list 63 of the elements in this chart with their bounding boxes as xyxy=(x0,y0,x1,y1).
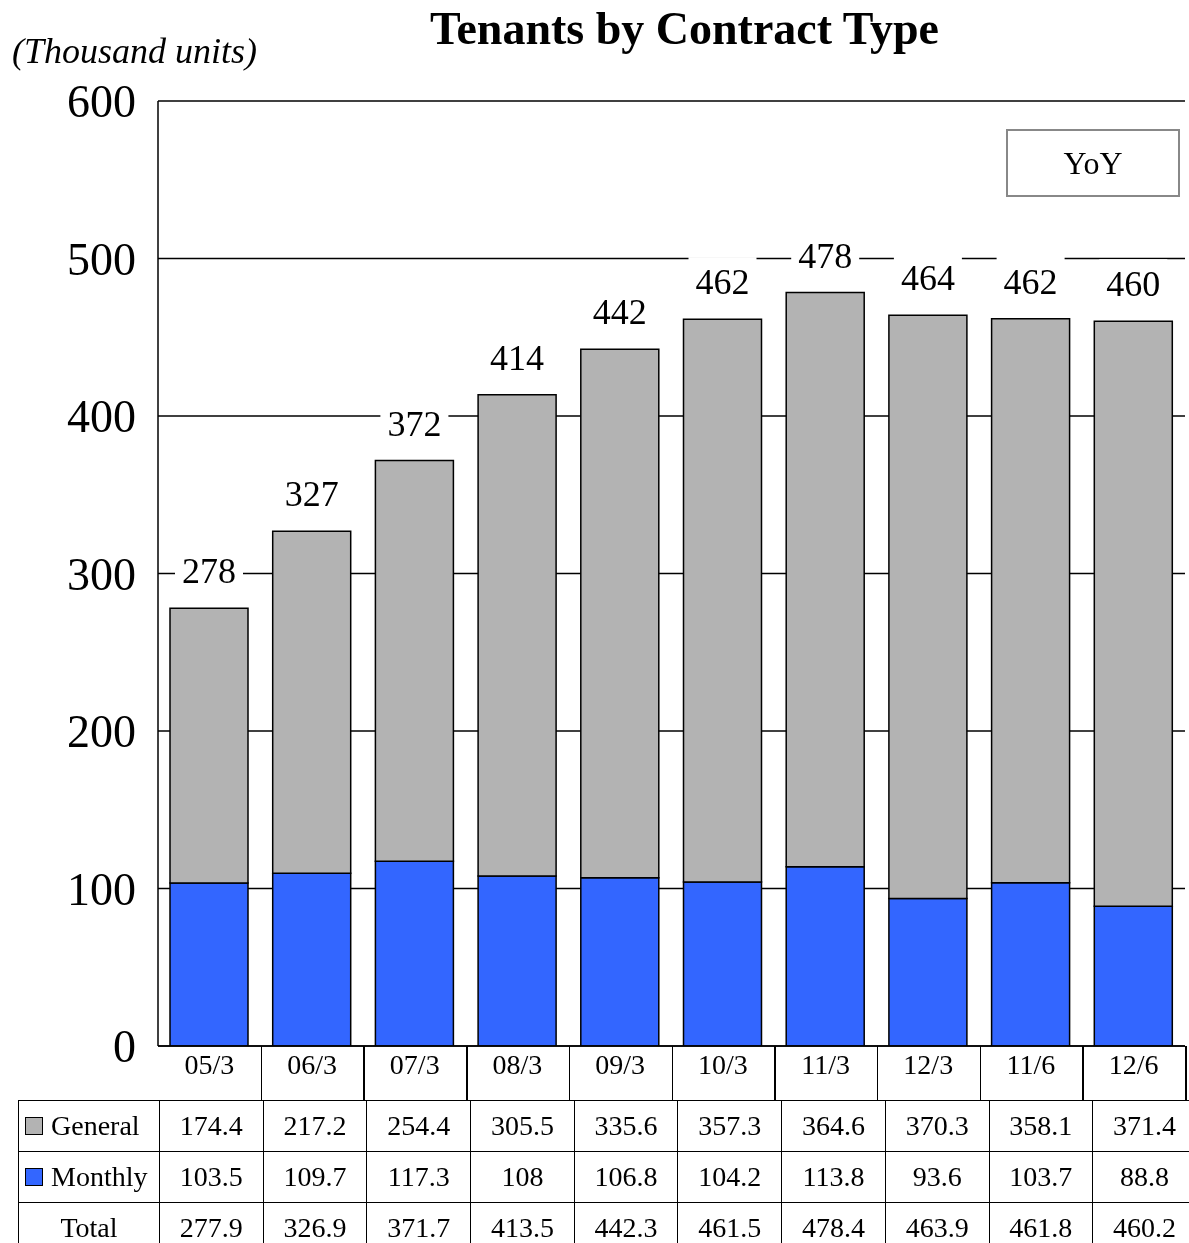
total-label: 442 xyxy=(592,292,647,333)
text: 461.5 xyxy=(677,1203,782,1243)
label-box: YoY xyxy=(1006,129,1180,197)
x-tick-label: 09/3 xyxy=(595,1048,646,1080)
text: 371.7 xyxy=(366,1203,471,1243)
data-label: 335.6 xyxy=(573,1101,678,1151)
data-label: 103.5 xyxy=(159,1152,263,1202)
x-tick-label: 12/6 xyxy=(1108,1048,1159,1080)
total-label: 462 xyxy=(1003,261,1058,302)
legend-label: Monthly xyxy=(50,1160,149,1194)
total-label: 460 xyxy=(1106,264,1161,305)
text: 463.9 xyxy=(884,1203,989,1243)
y-axis-title: (Thousand units) xyxy=(12,30,258,72)
x-tick-label: 06/3 xyxy=(287,1048,337,1080)
data-label: 103.7 xyxy=(988,1152,1093,1202)
x-tick-label: 07/3 xyxy=(389,1048,440,1080)
y-tick-label: 200 xyxy=(67,706,136,758)
data-label: 370.3 xyxy=(884,1101,989,1151)
total-label: 464 xyxy=(900,258,955,299)
text: 413.5 xyxy=(470,1203,574,1243)
text: 478.4 xyxy=(781,1203,885,1243)
y-tick-label: 500 xyxy=(67,233,136,285)
data-label: 109.7 xyxy=(262,1152,367,1202)
data-label: 113.8 xyxy=(781,1152,885,1202)
data-label: 104.2 xyxy=(677,1152,782,1202)
chart-title: Tenants by Contract Type xyxy=(429,3,940,54)
y-tick-label: 100 xyxy=(67,863,136,915)
text: 442.3 xyxy=(573,1203,678,1243)
data-label: 357.3 xyxy=(677,1101,782,1151)
total-label: 278 xyxy=(182,551,236,592)
y-tick-label: 300 xyxy=(67,548,136,600)
total-label: 372 xyxy=(387,403,442,444)
data-label: 254.4 xyxy=(366,1101,471,1151)
total-label: 414 xyxy=(490,337,545,378)
total-label: 327 xyxy=(284,474,339,515)
data-label: 217.2 xyxy=(262,1101,367,1151)
x-tick-label: 05/3 xyxy=(184,1048,235,1080)
total-label: 462 xyxy=(695,262,750,303)
text: 460.2 xyxy=(1092,1203,1189,1243)
text: Total xyxy=(59,1212,119,1243)
data-label: 106.8 xyxy=(573,1152,678,1202)
y-tick-label: 400 xyxy=(67,391,136,443)
data-label: 108 xyxy=(470,1152,574,1202)
data-label: 358.1 xyxy=(988,1101,1093,1151)
data-label: 364.6 xyxy=(781,1101,885,1151)
total-label: 478 xyxy=(798,235,853,276)
text: 326.9 xyxy=(262,1203,367,1243)
x-tick-label: 08/3 xyxy=(492,1048,543,1080)
x-tick-label: 10/3 xyxy=(697,1048,748,1080)
x-tick-label: 11/3 xyxy=(801,1048,850,1080)
data-label: 88.8 xyxy=(1092,1152,1189,1202)
text: 277.9 xyxy=(159,1203,263,1243)
data-label: 93.6 xyxy=(884,1152,989,1202)
text: 461.8 xyxy=(988,1203,1093,1243)
x-tick-label: 12/3 xyxy=(903,1048,954,1080)
data-label: 117.3 xyxy=(366,1152,471,1202)
data-label: 371.4 xyxy=(1092,1101,1189,1151)
legend-label: General xyxy=(50,1109,141,1143)
y-tick-label: 0 xyxy=(113,1021,136,1073)
data-label: 305.5 xyxy=(470,1101,574,1151)
data-label: 174.4 xyxy=(159,1101,263,1151)
x-tick-label: 11/6 xyxy=(1006,1048,1056,1080)
y-tick-label: 600 xyxy=(67,76,136,128)
